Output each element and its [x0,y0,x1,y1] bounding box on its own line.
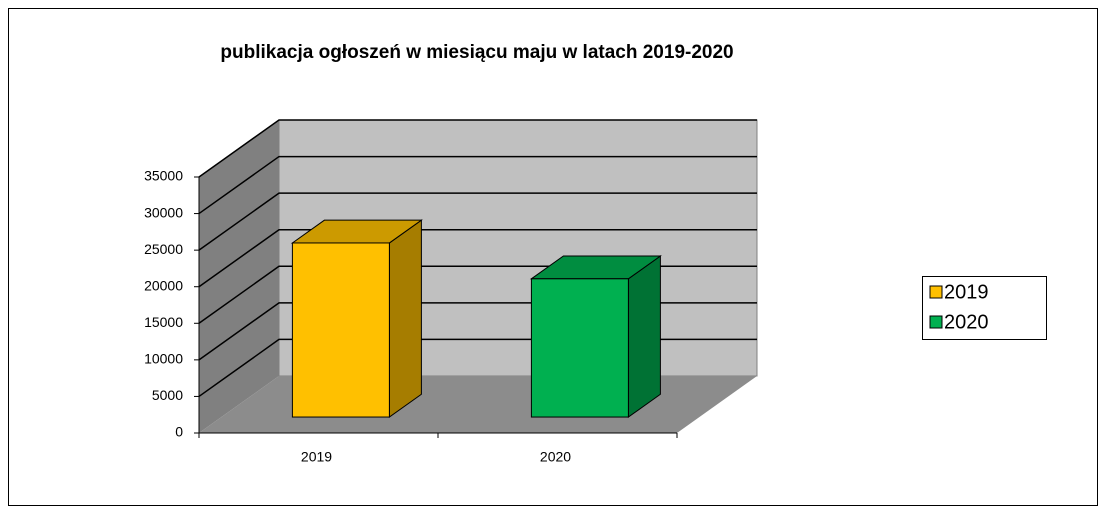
y-tick-label: 10000 [144,351,183,367]
bar-side [388,219,422,419]
legend-label: 2019 [944,281,989,303]
side-wall [199,120,279,433]
chart-title: publikacja ogłoszeń w miesiącu maju w la… [220,42,734,63]
y-tick-label: 0 [175,424,183,440]
floor [199,376,757,433]
y-tick-label: 35000 [144,168,183,184]
x-tick-label: 2019 [301,449,332,465]
legend-swatch [929,285,943,299]
legend-swatch [929,315,943,329]
bar-side [627,255,661,419]
grid-line [198,119,757,178]
y-tick-label: 20000 [144,277,183,293]
grid-line [198,192,757,251]
bar [291,242,390,418]
bar [530,278,629,418]
legend-box [922,276,1047,340]
y-tick-label: 30000 [144,204,183,220]
y-tick-label: 5000 [152,387,183,403]
legend-label: 2020 [944,311,989,333]
grid-line [198,155,757,215]
y-tick-label: 25000 [144,241,183,257]
x-tick-label: 2020 [540,449,571,465]
grid-line [198,228,757,288]
y-tick-label: 15000 [144,314,183,330]
